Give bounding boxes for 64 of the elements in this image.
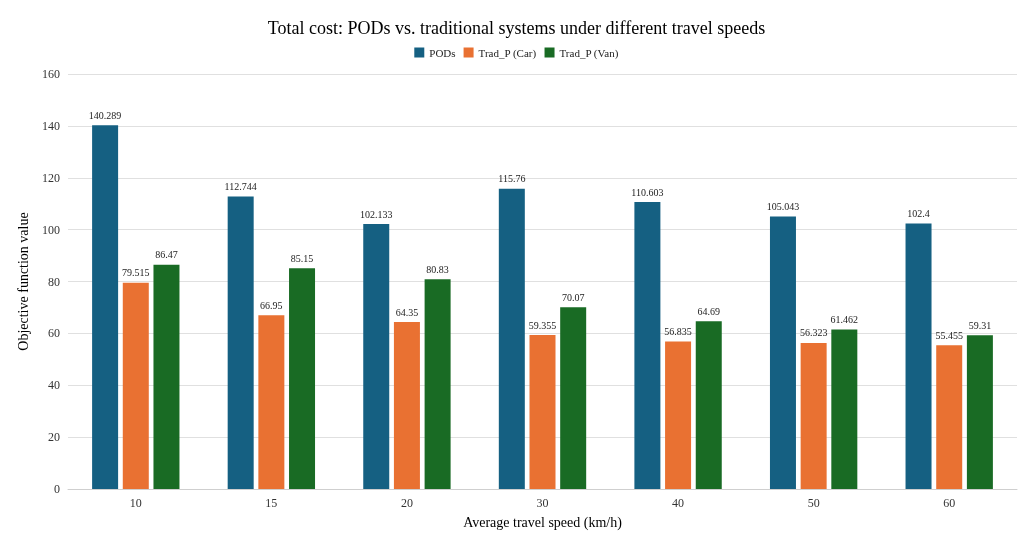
x-tick-label: 60 xyxy=(943,496,956,510)
x-tick-label: 30 xyxy=(536,496,549,510)
data-label: 64.69 xyxy=(697,305,720,317)
bar xyxy=(665,341,692,489)
bar xyxy=(634,202,661,489)
bar xyxy=(289,268,316,489)
data-label: 66.95 xyxy=(260,299,283,311)
y-tick-label: 60 xyxy=(48,326,60,341)
data-label: 102.133 xyxy=(360,208,393,220)
data-label: 86.47 xyxy=(155,249,178,261)
data-label: 85.15 xyxy=(290,252,314,264)
x-tick-label: 40 xyxy=(672,496,685,510)
bar xyxy=(227,196,254,489)
data-label: 105.043 xyxy=(766,201,800,213)
data-label: 112.744 xyxy=(224,181,257,193)
x-tick-label: 20 xyxy=(400,496,413,510)
bar xyxy=(560,307,587,489)
x-tick-label: 50 xyxy=(807,496,820,510)
bar xyxy=(831,329,858,489)
data-label: 115.76 xyxy=(498,173,526,185)
data-label: 55.455 xyxy=(935,329,963,341)
y-tick-label: 40 xyxy=(48,378,60,393)
data-label: 140.289 xyxy=(88,109,122,121)
bar xyxy=(122,282,149,489)
bar xyxy=(153,264,180,489)
y-tick-label: 0 xyxy=(54,482,60,496)
bar xyxy=(695,321,722,489)
data-label: 80.83 xyxy=(426,263,449,275)
data-label: 59.355 xyxy=(528,319,557,331)
legend-label: PODs xyxy=(429,46,456,59)
data-label: 56.323 xyxy=(799,327,828,339)
data-label: 64.35 xyxy=(395,306,419,318)
legend-label: Trad_P (Car) xyxy=(478,46,537,60)
bar xyxy=(424,279,451,489)
bar xyxy=(769,216,796,489)
y-tick-label: 80 xyxy=(48,274,60,289)
x-tick-label: 10 xyxy=(129,496,142,510)
bar xyxy=(966,335,993,489)
data-label: 61.462 xyxy=(830,314,859,326)
x-tick-label: 15 xyxy=(265,496,278,510)
bar xyxy=(92,125,119,489)
data-label: 102.4 xyxy=(907,207,930,219)
data-label: 70.07 xyxy=(561,291,585,303)
bar xyxy=(529,335,556,489)
chart-title: Total cost: PODs vs. traditional systems under different travel speeds xyxy=(267,18,766,38)
bar xyxy=(363,224,390,489)
data-label: 79.515 xyxy=(122,267,150,279)
bar xyxy=(258,315,285,489)
data-label: 110.603 xyxy=(631,186,664,198)
y-tick-label: 20 xyxy=(48,430,60,445)
y-tick-label: 100 xyxy=(42,222,60,237)
bar xyxy=(498,188,525,489)
bar xyxy=(393,322,420,489)
x-axis-title: Average travel speed (km/h) xyxy=(463,514,623,531)
y-tick-label: 140 xyxy=(42,118,60,133)
bar xyxy=(905,223,932,489)
y-tick-label: 120 xyxy=(42,170,60,185)
y-axis-title: Objective function value xyxy=(15,212,31,351)
bar xyxy=(800,342,827,489)
legend-label: Trad_P (Van) xyxy=(559,46,619,60)
data-label: 56.835 xyxy=(664,326,692,338)
y-tick-label: 160 xyxy=(42,67,60,81)
bar xyxy=(936,345,963,489)
data-label: 59.31 xyxy=(968,319,992,331)
